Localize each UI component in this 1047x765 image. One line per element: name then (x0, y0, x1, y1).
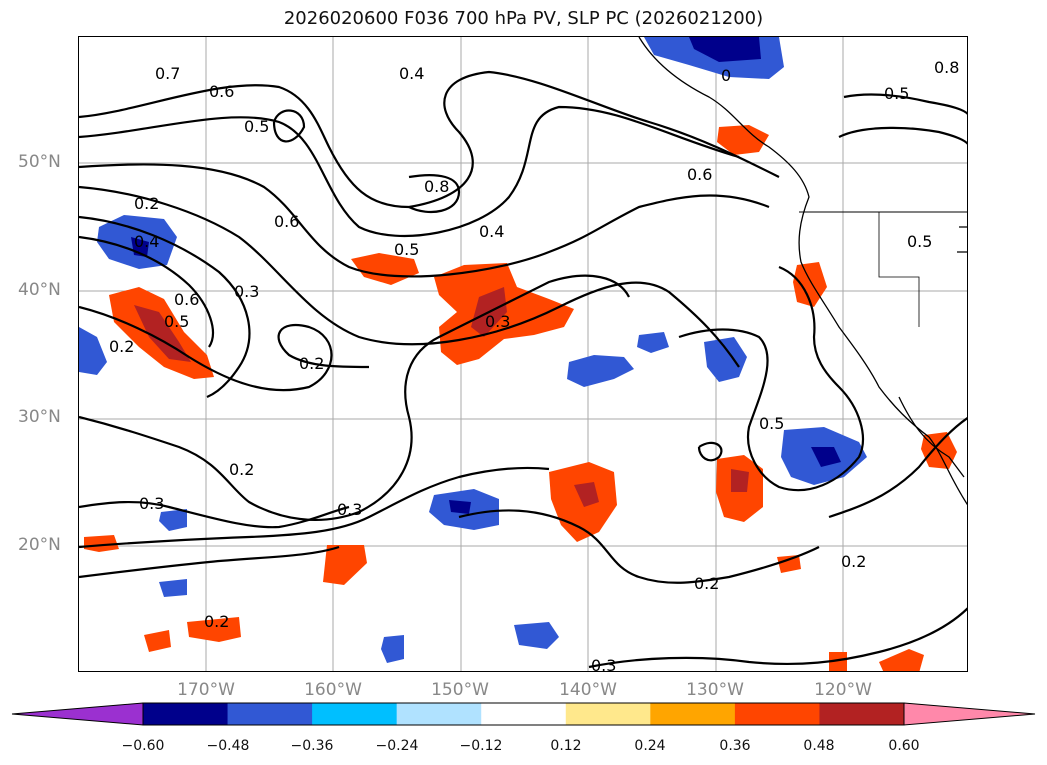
pv-blob-positive (717, 125, 769, 155)
colorbar-tick: 0.36 (719, 738, 751, 754)
pv-blob-positive (793, 262, 827, 307)
colorbar-frame (142, 702, 905, 726)
colorbar-swatch (650, 703, 736, 725)
pv-blob-positive (84, 535, 119, 552)
contour-label: 0.4 (479, 222, 504, 241)
contour-label: 0.2 (204, 612, 229, 631)
pv-blob-negative (159, 509, 187, 531)
pv-blob-positive (879, 649, 924, 671)
lon-label: 130°W (686, 680, 744, 700)
contour-label: 0 (721, 66, 731, 85)
colorbar-swatch (819, 703, 905, 725)
colorbar-swatch (565, 703, 651, 725)
colorbar-tick: −0.48 (206, 738, 250, 754)
colorbar-tick: 0.12 (550, 738, 582, 754)
contour-label: 0.8 (424, 177, 449, 196)
contour-label: 0.6 (274, 212, 299, 231)
colorbar-extend-max (903, 702, 1036, 726)
map-canvas: 0.7 0.6 0.5 0.8 0.6 0.5 0.4 0.2 0.4 0.6 … (79, 37, 967, 672)
lon-label: 140°W (559, 680, 617, 700)
contour-label: 0.2 (229, 460, 254, 479)
lon-label: 120°W (814, 680, 872, 700)
lon-label: 170°W (177, 680, 235, 700)
contour-label: 0.5 (244, 117, 269, 136)
contour-label: 0.5 (164, 312, 189, 331)
pv-blob-negative (567, 355, 634, 387)
colorbar-tick: −0.24 (375, 738, 419, 754)
colorbar-tick: −0.60 (121, 738, 165, 754)
contour-label: 0.3 (139, 494, 164, 513)
contour-label: 0.4 (134, 232, 159, 251)
pv-blob-positive (323, 545, 367, 585)
contour-label: 0.6 (174, 290, 199, 309)
contour-label: 0.3 (591, 656, 616, 672)
colorbar-tick: 0.48 (803, 738, 835, 754)
colorbar-swatch (143, 703, 229, 725)
contour-label: 0.3 (337, 500, 362, 519)
contour-labels: 0.7 0.6 0.5 0.8 0.6 0.5 0.4 0.2 0.4 0.6 … (109, 58, 959, 672)
map-title: 2026020600 F036 700 hPa PV, SLP PC (2026… (283, 8, 764, 29)
pv-blob-positive (777, 555, 801, 573)
colorbar-tick: 0.24 (634, 738, 666, 754)
pv-blob-negative (637, 332, 669, 353)
contour-label: 0.5 (394, 240, 419, 259)
colorbar-swatch (734, 703, 820, 725)
pv-blob-negative (159, 579, 187, 597)
colorbar-swatch (312, 703, 398, 725)
pv-blob-negative (381, 635, 404, 663)
pv-blob-negative (514, 622, 559, 649)
lat-label: 50°N (18, 152, 61, 172)
pv-blob-negative-core (811, 447, 841, 467)
lat-label: 30°N (18, 407, 61, 427)
contour-label: 0.5 (907, 232, 932, 251)
lat-label: 20°N (18, 535, 61, 555)
colorbar-tick: 0.60 (888, 738, 920, 754)
colorbar-swatch (481, 703, 567, 725)
pv-blob-positive-core (134, 305, 191, 362)
contour-label: 0.5 (884, 84, 909, 103)
contour-label: 0.2 (694, 574, 719, 593)
pv-blob-negative-core (449, 500, 471, 514)
colorbar-extend-min (11, 702, 144, 726)
contour-label: 0.7 (155, 64, 180, 83)
pv-blob-positive (829, 652, 847, 671)
contour-label: 0.3 (485, 312, 510, 331)
colorbar-swatches (11, 702, 1036, 726)
pv-blob-negative (704, 337, 747, 382)
pv-blob-positive-core (574, 482, 599, 507)
pv-fill-blobs (79, 37, 957, 671)
lat-label: 40°N (18, 280, 61, 300)
pv-blob-positive-core (731, 469, 749, 492)
map-panel: 0.7 0.6 0.5 0.8 0.6 0.5 0.4 0.2 0.4 0.6 … (78, 36, 968, 672)
contour-label: 0.2 (841, 552, 866, 571)
lon-label: 160°W (304, 680, 362, 700)
contour-label: 0.5 (759, 414, 784, 433)
contour-label: 0.4 (399, 64, 424, 83)
pv-blob-positive (144, 630, 171, 652)
colorbar (11, 702, 1036, 726)
contour-label: 0.6 (687, 165, 712, 184)
pv-blob-negative (79, 327, 107, 375)
contour-lines (79, 70, 967, 669)
colorbar-swatch (396, 703, 482, 725)
pv-blob-negative-core (689, 37, 761, 62)
gridlines (79, 37, 967, 671)
colorbar-tick: −0.36 (290, 738, 334, 754)
contour-label: 0.2 (134, 194, 159, 213)
contour-label: 0.2 (109, 337, 134, 356)
colorbar-tick: −0.12 (459, 738, 503, 754)
lon-label: 150°W (431, 680, 489, 700)
colorbar-swatch (227, 703, 313, 725)
contour-label: 0.8 (934, 58, 959, 77)
contour-label: 0.6 (209, 82, 234, 101)
pv-blob-positive (187, 617, 241, 642)
contour-label: 0.2 (299, 354, 324, 373)
contour-label: 0.3 (234, 282, 259, 301)
coastlines (638, 37, 967, 506)
